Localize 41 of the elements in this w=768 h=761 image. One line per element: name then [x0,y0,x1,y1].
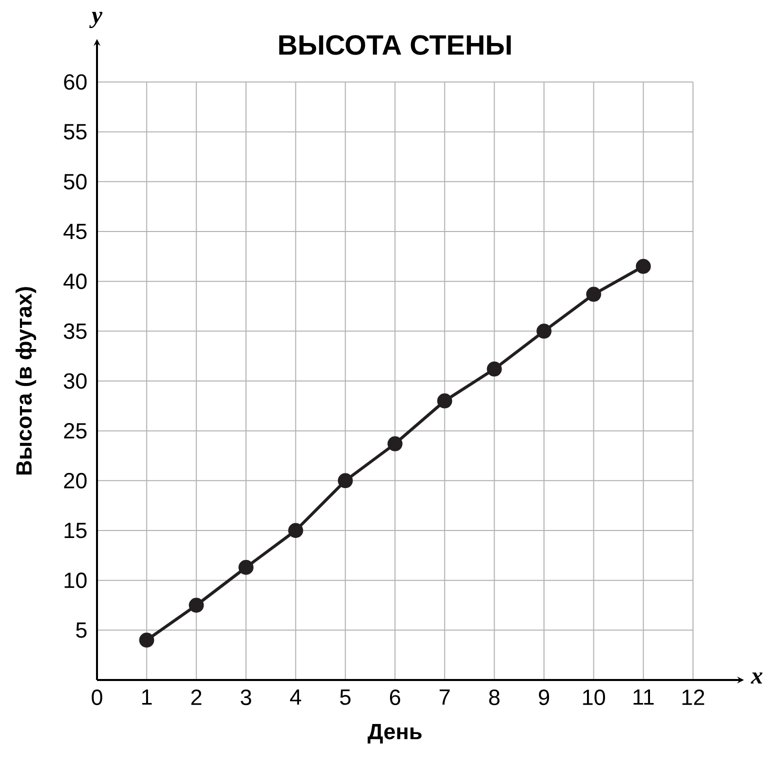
x-tick-label: 4 [290,690,302,705]
y-tick-label: 35 [64,323,87,339]
y-tick-label: 50 [64,174,87,190]
point [586,286,602,302]
point [288,523,304,538]
point [486,362,502,377]
point [437,393,452,408]
y-tick-label: 10 [64,572,87,588]
y-tick-label: 45 [64,224,87,240]
text: y [89,12,102,28]
point [536,324,552,339]
y-tick-label: 40 [64,274,87,290]
chart-title: ВЫСОТА СТЕНЫ [279,35,511,55]
y-tick-label: 25 [64,423,87,439]
point [338,473,353,488]
x-tick-label: 5 [340,690,351,705]
y-tick-label: 55 [64,124,87,140]
x-tick-label: 6 [390,690,400,706]
point [139,632,154,648]
point [636,258,651,274]
x-tick-label: 8 [489,690,500,706]
text: x [750,672,762,684]
point [238,560,254,575]
x-tick-label: 3 [240,690,252,706]
y-tick-label: 30 [64,373,87,389]
x-tick-label: 10 [583,690,606,706]
x-tick-label: 1 [142,690,152,705]
x-tick-label: 0 [92,690,102,706]
x-axis-title: День [368,724,422,744]
x-tick-label: 12 [682,690,704,705]
point [188,598,204,613]
y-tick-label: 15 [64,522,87,538]
x-tick-label: 7 [440,690,450,705]
y-tick-label: 20 [64,472,87,488]
y-tick-label: 60 [64,74,87,90]
y-axis-title: Высота (в футах) [16,287,36,474]
x-tick-label: 2 [191,690,202,705]
point [388,436,402,452]
x-tick-label: 9 [538,690,550,706]
x-tick-label: 11 [634,690,654,705]
y-tick-label: 5 [76,622,87,638]
